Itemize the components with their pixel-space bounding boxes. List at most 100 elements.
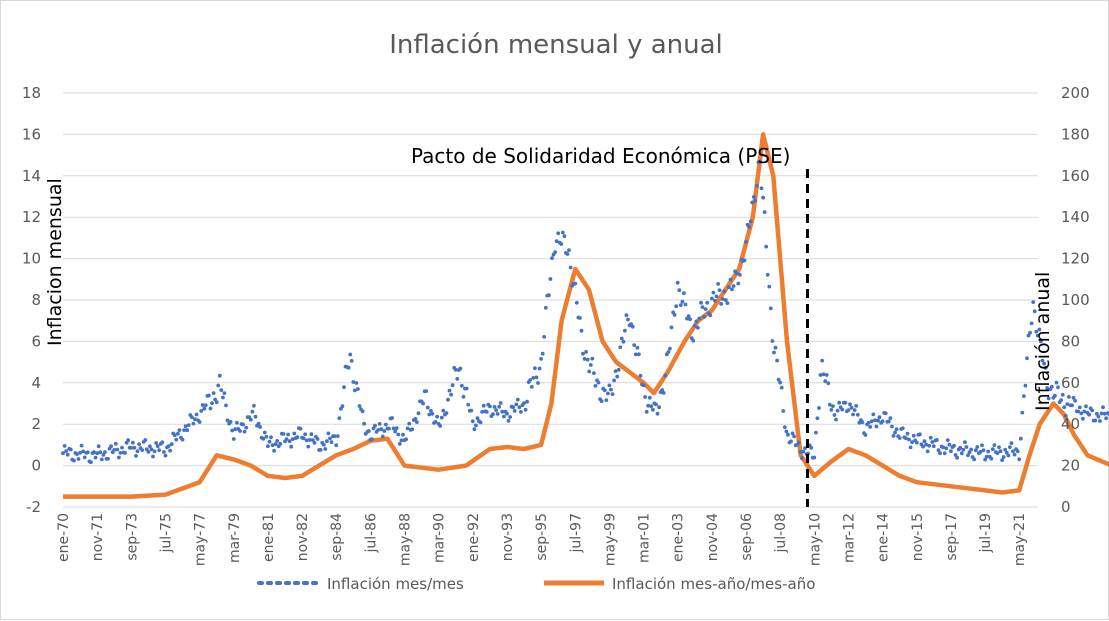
- monthly-point: [696, 326, 700, 330]
- monthly-point: [681, 300, 685, 304]
- monthly-point: [417, 411, 421, 415]
- monthly-point: [999, 449, 1003, 453]
- monthly-point: [181, 438, 185, 442]
- monthly-point: [597, 381, 601, 385]
- y-tick-right: 0: [1061, 498, 1071, 516]
- monthly-point: [837, 401, 841, 405]
- monthly-point: [935, 438, 939, 442]
- monthly-point: [258, 425, 262, 429]
- monthly-point: [1081, 417, 1085, 421]
- x-tick-label: nov-82: [295, 513, 311, 561]
- monthly-point: [198, 420, 202, 424]
- monthly-point: [508, 415, 512, 419]
- monthly-point: [702, 315, 706, 319]
- monthly-point: [963, 440, 967, 444]
- monthly-point: [69, 448, 73, 452]
- monthly-point: [187, 423, 191, 427]
- monthly-point: [404, 437, 408, 441]
- monthly-point: [265, 435, 269, 439]
- monthly-point: [918, 432, 922, 436]
- monthly-point: [162, 450, 166, 454]
- monthly-point: [63, 444, 67, 448]
- monthly-point: [701, 305, 705, 309]
- monthly-point: [337, 416, 341, 420]
- x-tick-label: sep-06: [739, 513, 755, 561]
- monthly-point: [656, 412, 660, 416]
- monthly-point: [1061, 393, 1065, 397]
- monthly-point: [238, 429, 242, 433]
- monthly-point: [719, 302, 723, 306]
- monthly-point: [223, 391, 227, 395]
- monthly-point: [109, 444, 113, 448]
- monthly-point: [573, 282, 577, 286]
- monthly-point: [927, 444, 931, 448]
- monthly-point: [761, 196, 765, 200]
- monthly-point: [64, 449, 68, 453]
- monthly-point: [864, 433, 868, 437]
- monthly-point: [524, 408, 528, 412]
- monthly-point: [322, 443, 326, 447]
- monthly-point: [168, 449, 172, 453]
- monthly-point: [310, 432, 314, 436]
- y-tick-left: 2: [31, 415, 41, 433]
- monthly-point: [97, 444, 101, 448]
- monthly-point: [497, 405, 501, 409]
- monthly-point: [774, 346, 778, 350]
- monthly-point: [446, 398, 450, 402]
- monthly-point: [282, 432, 286, 436]
- monthly-point: [1008, 445, 1012, 449]
- x-tick-label: may-88: [398, 513, 414, 566]
- monthly-point: [393, 430, 397, 434]
- monthly-point: [126, 438, 130, 442]
- monthly-point: [980, 443, 984, 447]
- monthly-point: [769, 307, 773, 311]
- monthly-point: [834, 418, 838, 422]
- monthly-point: [415, 420, 419, 424]
- monthly-point: [330, 440, 334, 444]
- monthly-point: [861, 420, 865, 424]
- monthly-point: [589, 363, 593, 367]
- monthly-point: [479, 421, 483, 425]
- monthly-point: [844, 401, 848, 405]
- monthly-point: [636, 346, 640, 350]
- monthly-point: [134, 454, 138, 458]
- monthly-point: [232, 437, 236, 441]
- monthly-point: [569, 266, 573, 270]
- monthly-point: [975, 445, 979, 449]
- monthly-point: [336, 434, 340, 438]
- monthly-point: [496, 412, 500, 416]
- monthly-point: [278, 442, 282, 446]
- monthly-point: [710, 297, 714, 301]
- monthly-point: [727, 285, 731, 289]
- monthly-point: [949, 449, 953, 453]
- monthly-point: [160, 440, 164, 444]
- monthly-point: [348, 353, 352, 357]
- monthly-point: [218, 374, 222, 378]
- monthly-point: [445, 411, 449, 415]
- monthly-point: [850, 406, 854, 410]
- monthly-point: [313, 441, 317, 445]
- y-tick-right: 120: [1061, 250, 1090, 268]
- monthly-point: [895, 427, 899, 431]
- monthly-point: [729, 278, 733, 282]
- y-tick-left: -2: [26, 498, 41, 516]
- pse-annotation-label: Pacto de Solidaridad Económica (PSE): [411, 144, 790, 168]
- monthly-point: [816, 416, 820, 420]
- monthly-point: [473, 427, 477, 431]
- monthly-point: [170, 442, 174, 446]
- monthly-point: [612, 379, 616, 383]
- monthly-point: [938, 451, 942, 455]
- monthly-point: [251, 410, 255, 414]
- monthly-point: [578, 316, 582, 320]
- monthly-point: [424, 389, 428, 393]
- monthly-point: [781, 409, 785, 413]
- monthly-point: [488, 405, 492, 409]
- monthly-point: [319, 448, 323, 452]
- monthly-point: [89, 460, 93, 464]
- x-tick-label: ene-14: [876, 513, 892, 562]
- monthly-point: [460, 384, 464, 388]
- monthly-point: [732, 284, 736, 288]
- monthly-point: [362, 422, 366, 426]
- monthly-point: [358, 404, 362, 408]
- monthly-point: [531, 376, 535, 380]
